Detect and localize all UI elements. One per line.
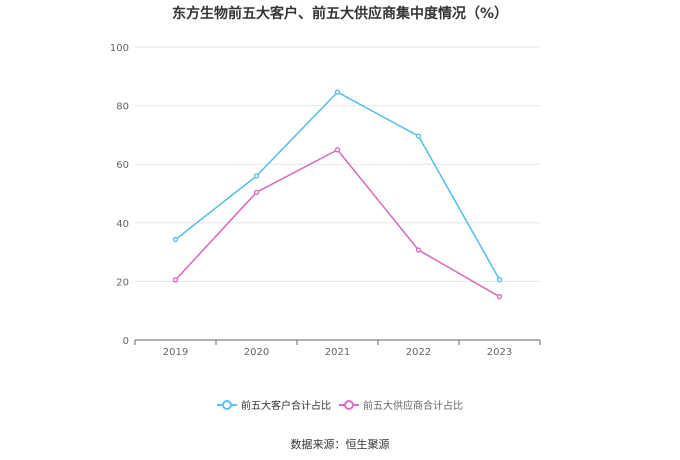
series-line	[175, 91, 501, 281]
legend: 前五大客户合计占比 前五大供应商合计占比	[0, 397, 680, 412]
x-tick-label: 2022	[406, 347, 431, 358]
data-point	[415, 247, 422, 253]
data-source-note: 数据来源：恒生聚源	[290, 438, 390, 451]
y-tick-label: 80	[116, 102, 129, 113]
data-point	[496, 276, 503, 283]
data-point	[496, 293, 503, 300]
data-point	[415, 133, 422, 139]
legend-item-customers[interactable]: 前五大客户合计占比	[217, 397, 331, 412]
series-layer	[172, 89, 503, 300]
data-point	[172, 236, 179, 243]
y-tick-label: 0	[123, 336, 129, 347]
data-point	[172, 277, 179, 283]
x-tick-label: 2023	[487, 347, 512, 358]
x-tick-label: 2021	[325, 347, 350, 358]
legend-label: 前五大供应商合计占比	[363, 401, 463, 412]
legend-marker-icon	[217, 399, 237, 411]
y-tick-label: 100	[110, 43, 129, 54]
y-tick-label: 60	[116, 160, 129, 171]
chart-title: 东方生物前五大客户、前五大供应商集中度情况（%）	[171, 6, 509, 22]
x-tick-label: 2019	[163, 347, 188, 358]
legend-label: 前五大客户合计占比	[241, 401, 331, 412]
legend-item-suppliers[interactable]: 前五大供应商合计占比	[339, 397, 463, 412]
data-point	[334, 89, 341, 95]
y-tick-label: 20	[116, 277, 129, 288]
data-point	[334, 147, 341, 153]
y-tick-label: 40	[116, 219, 129, 230]
data-point	[253, 189, 260, 196]
grid-lines	[135, 46, 540, 282]
legend-marker-icon	[339, 399, 359, 411]
x-tick-label: 2020	[244, 347, 269, 358]
data-point	[253, 173, 260, 179]
axes: 0 20 40 60 80 100 2019 2020 2021 2022 2023	[110, 43, 541, 358]
